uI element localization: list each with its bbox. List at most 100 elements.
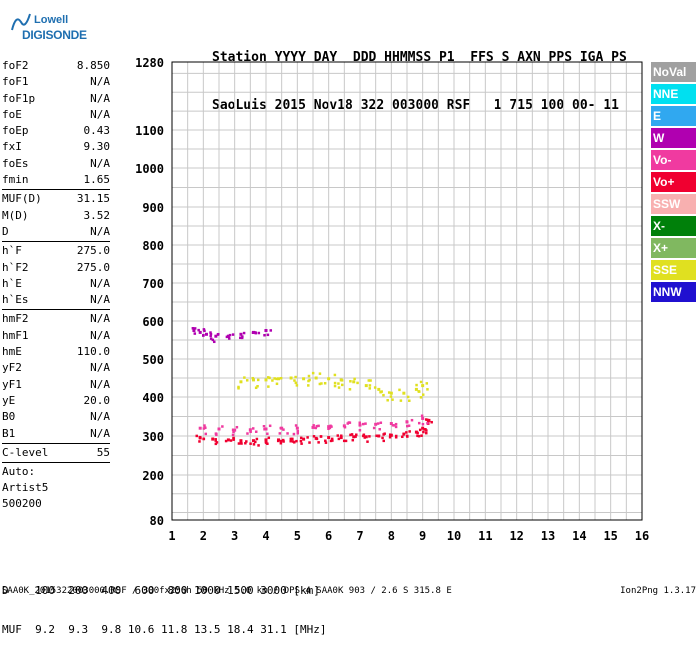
data-point-w <box>251 330 255 334</box>
echo-point-vo <box>214 442 218 446</box>
echo-point-vo <box>202 427 206 430</box>
data-point-sse <box>377 387 381 391</box>
echo-point-vo <box>417 434 421 438</box>
echo-point-vo <box>240 442 243 445</box>
echo-point-sse <box>373 386 377 389</box>
param-value: N/A <box>90 276 110 290</box>
param-row-md: M(D) 3.52 <box>2 208 110 224</box>
echo-point-sse <box>356 381 359 385</box>
echo-point-vo <box>408 430 411 433</box>
echo-point-vo <box>198 440 201 443</box>
echo-point-vo <box>278 432 282 435</box>
echo-point-vo <box>324 441 328 444</box>
param-name: foF1 <box>2 75 29 89</box>
x-tick-label: 1 <box>168 529 175 543</box>
legend-item-voplus: Vo+ <box>651 172 696 192</box>
data-point-sse <box>339 378 343 382</box>
legend-item-nnw: NNW <box>651 282 696 302</box>
echo-point-w <box>202 328 206 331</box>
echo-point-sse <box>279 376 283 380</box>
legend-item-w: W <box>651 128 696 148</box>
echo-point-sse <box>333 373 337 377</box>
param-row-b1: B1 N/A <box>2 426 110 442</box>
echo-point-vo <box>422 430 425 434</box>
data-point-vo <box>339 436 343 440</box>
data-point-sse <box>421 384 425 388</box>
x-tick-label: 10 <box>447 529 461 543</box>
echo-point-vo <box>235 425 239 429</box>
data-point-w <box>264 329 268 332</box>
y-tick-label: 500 <box>142 353 164 367</box>
data-point-sse <box>314 376 318 380</box>
echo-point-vo <box>202 437 206 441</box>
data-point-w <box>239 332 243 336</box>
echo-point-sse <box>256 378 260 382</box>
data-point-sse <box>414 387 418 391</box>
echo-point-vo <box>315 424 319 428</box>
param-row-ye: yE 20.0 <box>2 393 110 409</box>
echo-point-vo <box>358 429 362 432</box>
echo-point-vo <box>383 432 386 435</box>
muf-footer: D 100 200 400 600 800 1000 1500 3000 [km… <box>2 558 327 649</box>
echo-point-vo <box>393 424 396 427</box>
param-name: fmin <box>2 173 29 187</box>
x-tick-label: 13 <box>541 529 555 543</box>
echo-point-vo <box>268 424 272 428</box>
echo-point-vo <box>244 441 247 445</box>
echo-point-w <box>197 328 200 332</box>
param-row-foes: foEs N/A <box>2 156 110 172</box>
param-row-hmf2: hmF2 N/A <box>2 311 110 327</box>
echo-point-vo <box>394 422 398 426</box>
param-name: D <box>2 224 9 238</box>
echo-point-w <box>211 338 215 342</box>
param-value: 275.0 <box>76 244 110 258</box>
x-tick-label: 14 <box>572 529 586 543</box>
echo-point-vo <box>331 439 334 442</box>
echo-point-sse <box>307 374 311 378</box>
echo-point-vo <box>355 433 358 436</box>
autoscaling-info: Auto: Artist5 500200 <box>2 464 110 512</box>
echo-point-vo <box>430 420 433 424</box>
echo-point-w <box>240 336 244 340</box>
param-name: h`E <box>2 276 22 290</box>
param-row-he: h`E N/A <box>2 276 110 292</box>
data-point-vo <box>327 436 331 440</box>
data-point-w <box>192 329 196 332</box>
echo-point-vo <box>312 435 316 438</box>
echo-point-sse <box>340 383 344 387</box>
echo-point-vo <box>372 426 376 430</box>
data-point-vo <box>251 439 255 443</box>
y-tick-label: 600 <box>142 315 164 329</box>
logo-line2: DIGISONDE <box>22 28 87 42</box>
data-point-vo <box>295 426 299 430</box>
data-point-sse <box>364 384 368 388</box>
echo-point-sse <box>349 380 352 383</box>
echo-point-vo <box>204 432 208 436</box>
param-value: N/A <box>90 293 110 307</box>
data-point-vo <box>248 428 252 432</box>
legend-item-e: E <box>651 106 696 126</box>
echo-point-w <box>213 340 216 344</box>
echo-point-sse <box>421 393 425 396</box>
echo-point-vo <box>391 424 395 427</box>
data-point-vo <box>327 425 331 429</box>
y-tick-label: 200 <box>142 469 164 483</box>
data-point-vo <box>289 437 293 441</box>
param-value: N/A <box>90 91 110 105</box>
data-point-vo <box>239 439 243 443</box>
echo-point-sse <box>353 377 356 381</box>
echo-point-vo <box>405 431 408 434</box>
echo-point-vo <box>237 442 241 445</box>
echo-point-sse <box>273 377 276 380</box>
station-header: Station YYYY DAY DDD HHMMSS P1 FFS S AXN… <box>212 18 627 130</box>
data-point-vo <box>217 427 221 431</box>
echo-point-sse <box>237 385 240 389</box>
echo-point-vo <box>330 437 334 441</box>
echo-point-vo <box>423 428 426 431</box>
echo-point-sse <box>275 382 279 386</box>
data-point-vo <box>311 425 315 429</box>
param-value: N/A <box>90 377 110 391</box>
data-point-vo <box>342 424 346 428</box>
logo-mark-icon <box>11 13 31 31</box>
param-divider <box>2 309 110 311</box>
